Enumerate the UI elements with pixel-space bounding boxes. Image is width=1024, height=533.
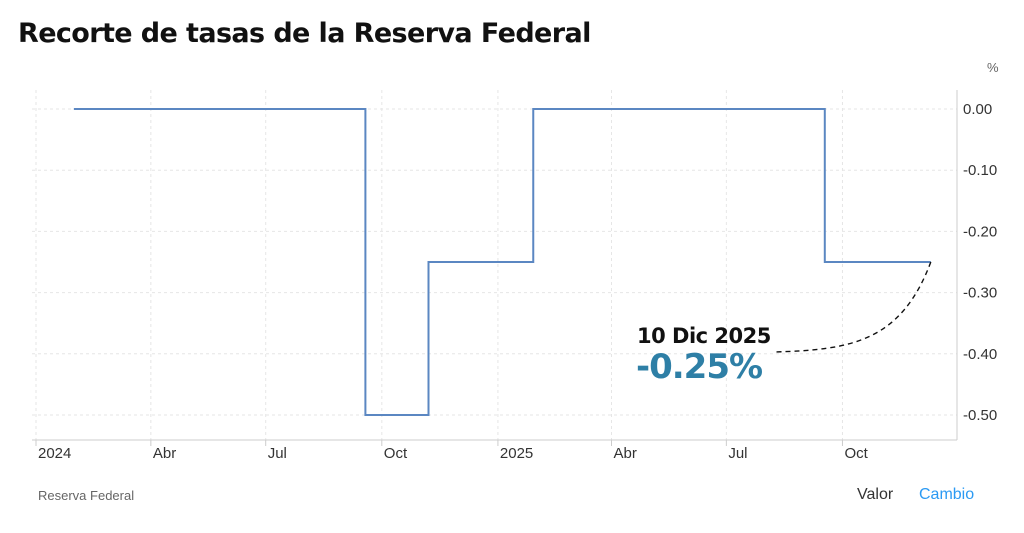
y-tick-label: -0.20 <box>963 223 997 240</box>
x-tick-label: Abr <box>614 445 637 462</box>
x-tick-label: Oct <box>384 445 408 462</box>
callout-connector <box>772 261 932 353</box>
y-tick-label: -0.10 <box>963 162 997 179</box>
source-label: Reserva Federal <box>38 488 135 503</box>
chart-title: Recorte de tasas de la Reserva Federal <box>18 18 591 49</box>
axes: 0.00 -0.10 -0.20 -0.30 -0.40 -0.50% 2024 Abr Jul… <box>32 60 999 462</box>
y-unit-label: % <box>987 60 999 75</box>
y-tick-label: -0.30 <box>963 285 997 302</box>
callout-date: 10 Dic 2025 <box>637 324 771 348</box>
y-tick-label: 0.00 <box>963 101 992 118</box>
series <box>73 108 931 416</box>
cambio-toggle[interactable]: Cambio <box>919 486 975 503</box>
series-line <box>73 108 931 416</box>
x-tick-label: 2025 <box>500 445 533 462</box>
y-tick-label: -0.50 <box>963 407 997 424</box>
x-tick-label: 2024 <box>38 445 71 462</box>
x-tick-label: Jul <box>728 445 747 462</box>
callout-connector-line <box>772 261 932 353</box>
valor-toggle[interactable]: Valor <box>857 486 894 503</box>
x-tick-label: Oct <box>844 445 868 462</box>
callout-value: -0.25% <box>636 347 763 387</box>
y-tick-label: -0.40 <box>963 346 997 363</box>
grid <box>32 90 957 440</box>
x-tick-label: Abr <box>153 445 176 462</box>
x-tick-label: Jul <box>268 445 287 462</box>
